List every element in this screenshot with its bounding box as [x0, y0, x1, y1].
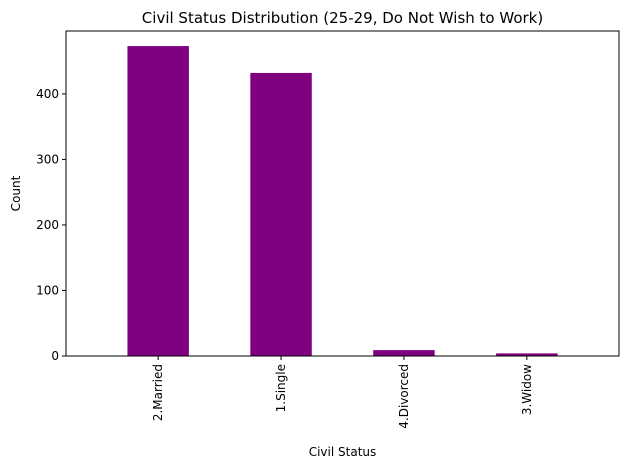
bar-1-single — [250, 72, 312, 356]
plot-area-frame — [65, 30, 620, 357]
x-tick-label: 4.Divorced — [397, 364, 411, 429]
y-tick-label: 0 — [51, 349, 59, 363]
y-tick-label: 200 — [36, 218, 59, 232]
x-tick-label: 1.Single — [274, 364, 288, 412]
x-tick-label: 2.Married — [151, 364, 165, 421]
x-tick-label: 3.Widow — [520, 364, 534, 415]
y-axis-label: Count — [9, 175, 23, 211]
x-axis-label: Civil Status — [309, 445, 377, 459]
bar-3-widow — [496, 353, 558, 356]
y-tick-label: 400 — [36, 87, 59, 101]
chart-title: Civil Status Distribution (25-29, Do Not… — [142, 9, 543, 27]
y-tick-label: 300 — [36, 152, 59, 166]
bar-2-married — [127, 46, 189, 357]
bar-4-divorced — [373, 350, 435, 356]
y-tick-label: 100 — [36, 283, 59, 297]
